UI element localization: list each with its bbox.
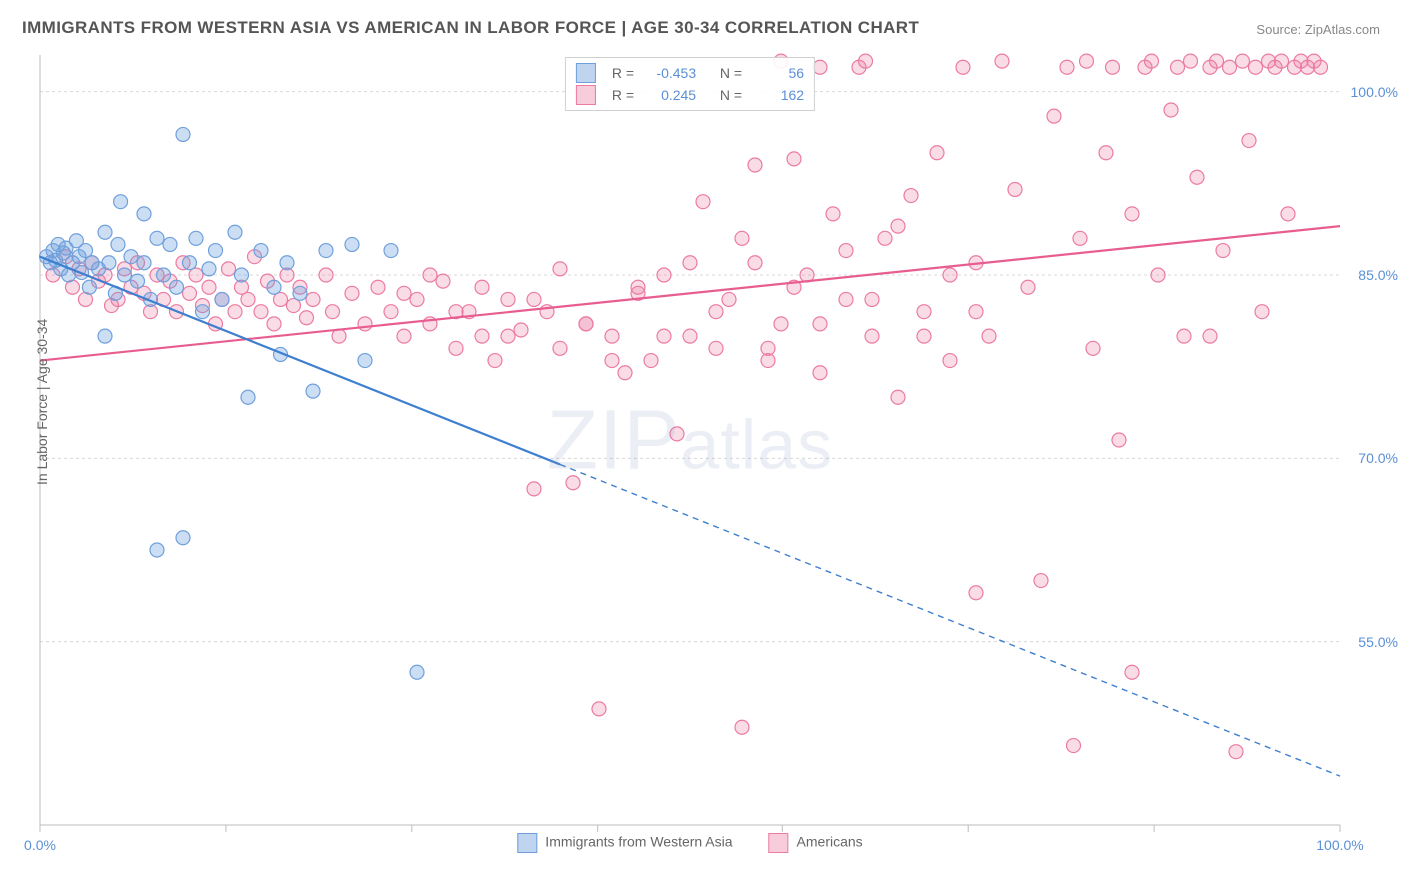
legend-swatch xyxy=(576,63,596,83)
series-legend: Immigrants from Western Asia Americans xyxy=(517,833,862,853)
r-label: R = xyxy=(612,84,634,106)
scatter-plot: In Labor Force | Age 30-34 100.0%85.0%70… xyxy=(40,55,1340,825)
n-value: 162 xyxy=(750,84,804,106)
y-tick: 100.0% xyxy=(1351,84,1398,100)
correlation-legend: R = -0.453 N = 56 R = 0.245 N = 162 xyxy=(565,57,815,111)
n-label: N = xyxy=(720,62,742,84)
legend-item: Immigrants from Western Asia xyxy=(517,833,732,853)
n-value: 56 xyxy=(750,62,804,84)
correlation-row: R = -0.453 N = 56 xyxy=(576,62,804,84)
correlation-row: R = 0.245 N = 162 xyxy=(576,84,804,106)
y-tick: 55.0% xyxy=(1358,634,1398,650)
y-tick: 85.0% xyxy=(1358,267,1398,283)
y-axis-label: In Labor Force | Age 30-34 xyxy=(34,319,50,485)
x-tick: 100.0% xyxy=(1316,837,1363,853)
r-value: 0.245 xyxy=(642,84,696,106)
legend-label: Immigrants from Western Asia xyxy=(545,834,732,850)
source-attribution: Source: ZipAtlas.com xyxy=(1256,22,1380,37)
legend-swatch xyxy=(769,833,789,853)
plot-svg xyxy=(40,55,1340,825)
y-tick: 70.0% xyxy=(1358,450,1398,466)
legend-swatch xyxy=(517,833,537,853)
legend-item: Americans xyxy=(769,833,863,853)
legend-label: Americans xyxy=(797,834,863,850)
legend-swatch xyxy=(576,85,596,105)
r-value: -0.453 xyxy=(642,62,696,84)
r-label: R = xyxy=(612,62,634,84)
source-label: Source: xyxy=(1256,22,1301,37)
chart-title: IMMIGRANTS FROM WESTERN ASIA VS AMERICAN… xyxy=(22,18,919,38)
source-value: ZipAtlas.com xyxy=(1305,22,1380,37)
n-label: N = xyxy=(720,84,742,106)
x-tick: 0.0% xyxy=(24,837,56,853)
